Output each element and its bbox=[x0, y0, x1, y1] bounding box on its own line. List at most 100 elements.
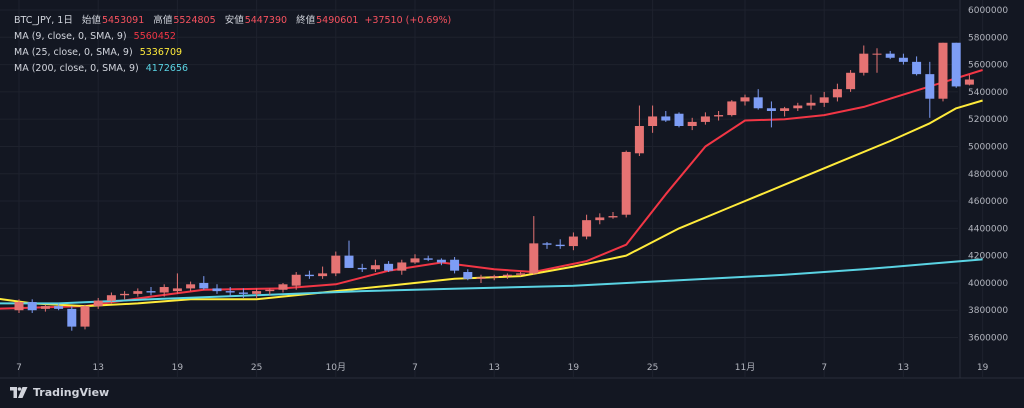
candle-body bbox=[225, 291, 235, 293]
candle-body bbox=[172, 288, 182, 292]
candle bbox=[106, 292, 116, 304]
price-tick-label: 5400000 bbox=[968, 88, 1008, 98]
candle bbox=[40, 304, 50, 312]
high-value: 5524805 bbox=[173, 15, 216, 26]
indicator-ma9-value: 5560452 bbox=[133, 31, 176, 42]
candle bbox=[885, 50, 895, 60]
candle-body bbox=[331, 255, 341, 274]
candle-body bbox=[634, 126, 644, 154]
candle bbox=[357, 263, 367, 273]
indicator-ma9[interactable]: MA (9, close, 0, SMA, 9) 5560452 bbox=[14, 29, 451, 45]
candle bbox=[172, 273, 182, 294]
candle bbox=[872, 48, 882, 73]
candle-body bbox=[661, 116, 671, 121]
candle-body bbox=[199, 282, 209, 289]
candle bbox=[225, 287, 235, 297]
candle-body bbox=[463, 272, 473, 279]
candle-body bbox=[568, 236, 578, 247]
candle-body bbox=[912, 61, 922, 75]
candle bbox=[80, 304, 90, 330]
candle bbox=[489, 274, 499, 281]
tradingview-brand[interactable]: TradingView bbox=[10, 386, 109, 399]
price-tick-label: 6000000 bbox=[968, 6, 1008, 16]
candle bbox=[766, 101, 776, 128]
candle bbox=[661, 110, 671, 122]
low-value: 5447390 bbox=[244, 15, 288, 26]
time-tick-label: 25 bbox=[251, 363, 262, 373]
indicator-ma25-value: 5336709 bbox=[139, 47, 183, 58]
candle-body bbox=[780, 108, 790, 111]
candle bbox=[819, 91, 829, 107]
candle bbox=[476, 274, 486, 283]
time-tick-label: 7 bbox=[412, 363, 418, 373]
candle bbox=[120, 291, 130, 300]
candle-body bbox=[27, 302, 37, 311]
candle-body bbox=[252, 291, 262, 294]
open-value: 5453091 bbox=[101, 15, 145, 26]
candle bbox=[463, 269, 473, 281]
candle-body bbox=[621, 151, 631, 215]
symbol-label[interactable]: BTC_JPY, 1日 bbox=[14, 15, 73, 26]
candle bbox=[608, 211, 618, 219]
candle bbox=[542, 242, 552, 249]
candle bbox=[304, 270, 314, 279]
candle-body bbox=[265, 289, 275, 292]
candle-body bbox=[938, 42, 948, 99]
candle bbox=[318, 266, 328, 279]
candle-body bbox=[423, 258, 433, 260]
candle-body bbox=[674, 113, 684, 126]
indicator-ma25[interactable]: MA (25, close, 0, SMA, 9) 5336709 bbox=[14, 45, 451, 61]
time-tick-label: 13 bbox=[488, 363, 499, 373]
candle-body bbox=[832, 89, 842, 98]
time-tick-label: 7 bbox=[16, 363, 22, 373]
time-tick-label: 13 bbox=[898, 363, 909, 373]
candle-body bbox=[595, 217, 605, 221]
grid bbox=[0, 0, 1024, 379]
candle bbox=[740, 94, 750, 106]
candle-body bbox=[529, 243, 539, 274]
candle bbox=[186, 281, 196, 292]
candle-body bbox=[542, 243, 552, 245]
candle bbox=[278, 282, 288, 293]
candle-body bbox=[872, 53, 882, 55]
candle-body bbox=[410, 258, 420, 263]
candle-body bbox=[93, 300, 103, 307]
indicator-ma25-label: MA (25, close, 0, SMA, 9) bbox=[14, 47, 133, 58]
candle bbox=[54, 303, 64, 311]
candle bbox=[291, 272, 301, 290]
indicator-ma200[interactable]: MA (200, close, 0, SMA, 9) 4172656 bbox=[14, 61, 451, 77]
candle-body bbox=[80, 306, 90, 327]
candle bbox=[898, 53, 908, 65]
candle bbox=[648, 105, 658, 133]
candle bbox=[238, 288, 248, 298]
candle-body bbox=[146, 291, 156, 293]
candle bbox=[568, 232, 578, 251]
candle bbox=[384, 261, 394, 273]
candle bbox=[793, 102, 803, 111]
time-tick-label: 11月 bbox=[735, 362, 755, 373]
candle-body bbox=[40, 306, 50, 309]
candle bbox=[714, 110, 724, 121]
candle-body bbox=[159, 287, 169, 293]
candles bbox=[14, 42, 974, 331]
candle-body bbox=[608, 216, 618, 218]
price-tick-label: 5000000 bbox=[968, 142, 1008, 152]
candle-body bbox=[238, 292, 248, 294]
candle bbox=[951, 42, 961, 88]
high-label: 高値 bbox=[153, 15, 173, 26]
time-tick-label: 25 bbox=[647, 363, 658, 373]
candle-body bbox=[212, 288, 222, 292]
close-value: 5490601 bbox=[316, 15, 359, 26]
price-tick-label: 4400000 bbox=[968, 224, 1008, 234]
change-value: +37510 (+0.69%) bbox=[364, 15, 452, 26]
candle-body bbox=[885, 53, 895, 58]
candle bbox=[529, 216, 539, 275]
candle bbox=[634, 105, 644, 157]
time-tick-label: 19 bbox=[568, 363, 580, 373]
candle-body bbox=[489, 276, 499, 278]
candle-body bbox=[357, 267, 367, 270]
candle bbox=[555, 239, 565, 249]
candle-body bbox=[291, 274, 301, 286]
candle bbox=[700, 112, 710, 125]
